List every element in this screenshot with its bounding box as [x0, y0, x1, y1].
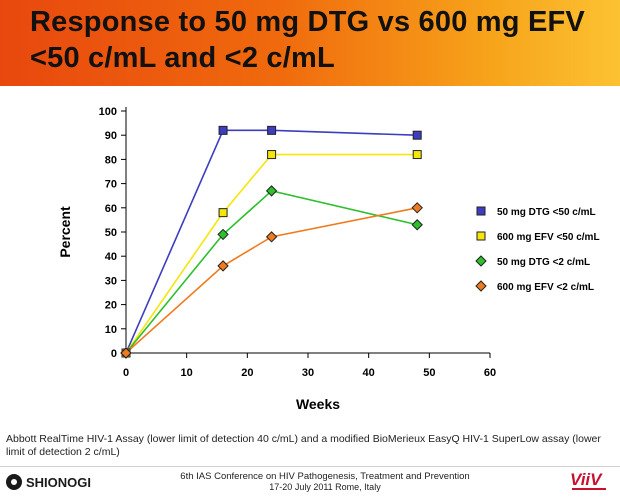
conference-name: 6th IAS Conference on HIV Pathogenesis, … — [180, 471, 470, 482]
y-tick-label: 0 — [111, 348, 117, 360]
series-line-3 — [125, 189, 418, 354]
slide-title-line2: <50 c/mL and <2 c/mL — [30, 42, 335, 74]
x-tick-label: 20 — [241, 367, 253, 379]
shionogi-logo-text: SHIONOGI — [26, 474, 92, 490]
viiv-logo: ViiV — [566, 468, 612, 494]
y-tick-label: 80 — [105, 154, 117, 166]
footer-divider — [0, 466, 620, 467]
data-point — [120, 347, 132, 359]
y-tick-label: 20 — [105, 300, 117, 312]
x-tick-label: 30 — [302, 367, 314, 379]
legend-marker — [475, 280, 487, 292]
x-tick-label: 40 — [363, 367, 375, 379]
viiv-logo-text: ViiV — [570, 470, 602, 489]
data-point — [412, 150, 422, 160]
viiv-logo-underline — [572, 488, 606, 490]
x-tick-label: 0 — [123, 367, 129, 379]
series-line-1 — [125, 129, 418, 354]
slide-title-line1: Response to 50 mg DTG vs 600 mg EFV — [30, 6, 585, 38]
x-tick-label: 50 — [423, 367, 435, 379]
title-banner: Response to 50 mg DTG vs 600 mg EFV <50 … — [0, 0, 620, 86]
data-point — [218, 208, 228, 218]
legend-label: 600 mg EFV <2 c/mL — [497, 282, 594, 293]
legend-marker — [475, 255, 487, 267]
data-point — [267, 125, 277, 135]
legend-label: 50 mg DTG <2 c/mL — [497, 257, 590, 268]
data-point — [265, 231, 278, 243]
x-tick-label: 60 — [484, 367, 496, 379]
assay-footnote: Abbott RealTime HIV-1 Assay (lower limit… — [6, 433, 601, 458]
data-point — [265, 185, 278, 197]
data-point — [411, 202, 423, 214]
shionogi-logo: SHIONOGI — [6, 473, 91, 491]
y-tick-label: 10 — [105, 324, 117, 336]
data-point — [411, 219, 423, 231]
y-tick-label: 90 — [105, 130, 117, 142]
data-point — [217, 260, 229, 272]
data-point — [217, 228, 229, 241]
y-tick-label: 60 — [105, 203, 117, 215]
conference-date: 17-20 July 2011 Rome, Italy — [269, 482, 381, 492]
line-chart: 0 10 20 30 40 50 60 70 80 90 100 0 10 20 30 40 50 60 Weeks… — [57, 106, 600, 412]
data-point — [412, 130, 422, 140]
shionogi-logo-icon — [6, 474, 22, 490]
conference-info: 6th IAS Conference on HIV Pathogenesis, … — [130, 471, 520, 493]
y-axis-title: Percent — [57, 206, 73, 258]
data-point — [267, 150, 277, 160]
x-tick-label: 10 — [181, 367, 193, 379]
data-point — [218, 125, 228, 135]
series-line-2 — [125, 153, 418, 354]
series-line-4 — [125, 207, 418, 354]
y-tick-label: 70 — [105, 179, 117, 191]
x-axis-title: Weeks — [296, 396, 340, 412]
y-tick-label: 40 — [105, 251, 117, 263]
y-tick-label: 100 — [99, 106, 117, 118]
legend-label: 600 mg EFV <50 c/mL — [497, 232, 600, 243]
legend-marker — [476, 231, 486, 241]
legend-marker — [476, 206, 486, 216]
y-tick-label: 50 — [105, 227, 117, 239]
y-tick-label: 30 — [105, 275, 117, 287]
legend-label: 50 mg DTG <50 c/mL — [497, 207, 596, 218]
